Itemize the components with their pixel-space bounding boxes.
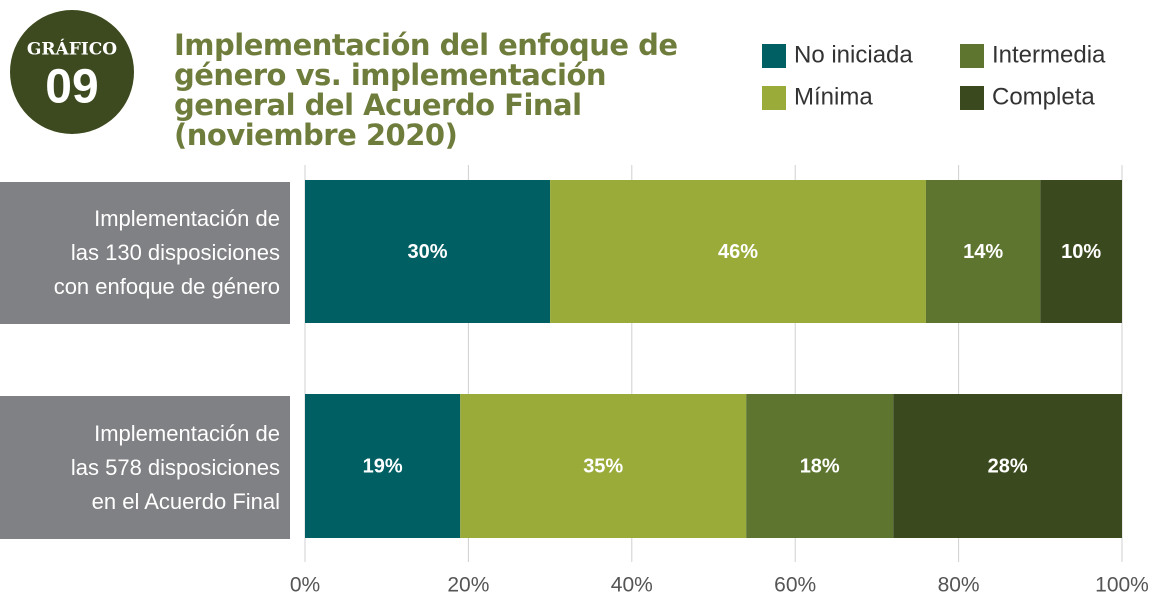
x-tick-label: 20% [447, 574, 489, 596]
data-label: 28% [988, 455, 1028, 477]
x-tick-label: 40% [611, 574, 653, 596]
legend-swatch [762, 86, 786, 110]
bar-segment [925, 180, 1041, 323]
data-label: 14% [963, 241, 1003, 263]
bar-segment [893, 394, 1122, 538]
data-label: 10% [1061, 241, 1101, 263]
legend-label: Completa [992, 83, 1095, 110]
bar-segment [305, 394, 461, 538]
legend-label: No iniciada [794, 41, 913, 68]
legend-swatch [762, 44, 786, 68]
x-tick-label: 60% [774, 574, 816, 596]
legend-swatch [960, 86, 984, 110]
legend-label: Intermedia [992, 41, 1106, 68]
bar-segment [460, 394, 747, 538]
data-label: 19% [363, 455, 403, 477]
bar-segment [305, 180, 551, 323]
bar-segment [746, 394, 894, 538]
x-tick-label: 0% [290, 574, 320, 596]
data-label: 35% [583, 455, 623, 477]
bar-segment [1040, 180, 1122, 323]
category-label: Implementación de las 578 disposiciones … [0, 396, 290, 539]
badge-circle [10, 10, 134, 134]
legend-swatch [960, 44, 984, 68]
chart-title: Implementación del enfoque de género vs.… [174, 28, 678, 152]
badge-number: 09 [45, 61, 98, 114]
data-label: 18% [800, 455, 840, 477]
badge-label: GRÁFICO [27, 39, 117, 60]
legend-label: Mínima [794, 83, 873, 110]
data-label: 46% [718, 241, 758, 263]
bar-segment [550, 180, 926, 323]
x-tick-label: 80% [938, 574, 980, 596]
category-label: Implementación de las 130 disposiciones … [0, 182, 290, 324]
data-label: 30% [408, 241, 448, 263]
x-tick-label: 100% [1095, 574, 1149, 596]
